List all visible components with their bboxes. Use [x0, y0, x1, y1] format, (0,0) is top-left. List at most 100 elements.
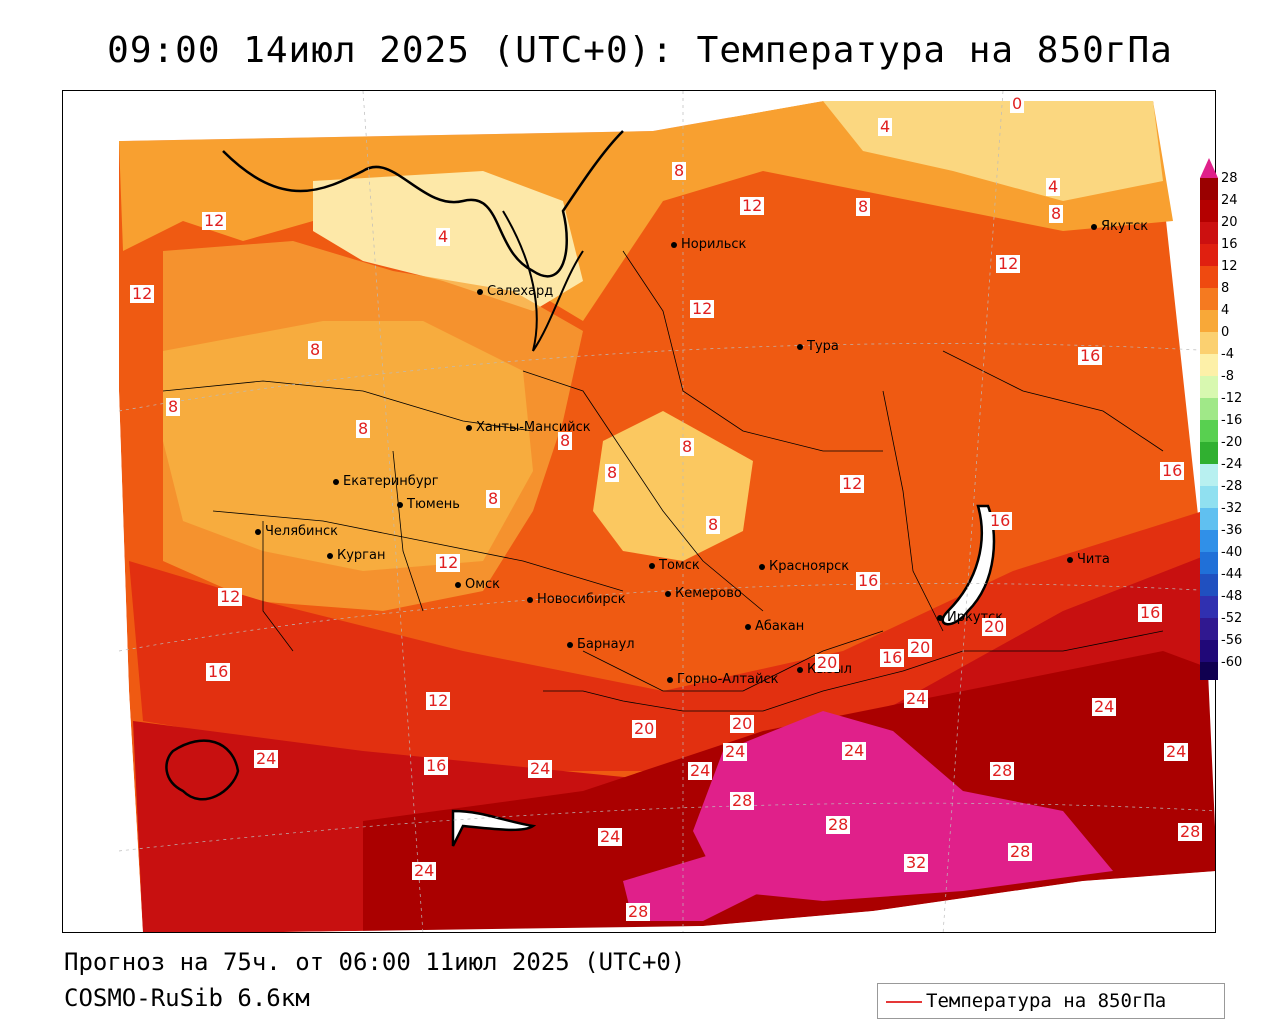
colorbar-swatch — [1200, 662, 1218, 680]
colorbar-tick-label: 16 — [1221, 237, 1238, 252]
isotherm-label: 24 — [688, 761, 713, 780]
city-label: Горно-Алтайск — [667, 672, 778, 687]
isotherm-label: 20 — [632, 719, 657, 738]
aral-sea — [165, 739, 240, 801]
isotherm-label: 8 — [558, 431, 573, 450]
colorbar-swatch — [1200, 530, 1218, 552]
isotherm-label: 8 — [1049, 204, 1064, 223]
legend: Температура на 850гПа — [877, 983, 1225, 1019]
isotherm-label: 8 — [308, 340, 323, 359]
isotherm-label: 32 — [904, 853, 929, 872]
city-label: Барнаул — [567, 637, 635, 652]
isotherm-label: 16 — [1138, 603, 1163, 622]
colorbar-swatch — [1200, 266, 1218, 288]
isotherm-label: 12 — [996, 254, 1021, 273]
isotherm-label: 16 — [1078, 346, 1103, 365]
isotherm-label: 12 — [436, 553, 461, 572]
colorbar-tick-label: 24 — [1221, 193, 1238, 208]
isotherm-label: 8 — [605, 463, 620, 482]
city-label: Якутск — [1091, 219, 1148, 234]
coastline-yamal — [502, 210, 584, 352]
isotherm-label: 8 — [356, 419, 371, 438]
colorbar-swatch — [1200, 442, 1218, 464]
isotherm-label: 8 — [680, 437, 695, 456]
colorbar-swatch — [1200, 486, 1218, 508]
outside-domain-left — [63, 91, 143, 932]
isotherm-label: 4 — [878, 117, 893, 136]
field-10 — [163, 241, 583, 611]
isotherm-label: 28 — [626, 902, 651, 921]
outside-domain-bottom — [283, 871, 1215, 932]
outside-domain-top — [119, 91, 1215, 141]
colorbar-tick-label: -28 — [1221, 479, 1243, 494]
forecast-info: Прогноз на 75ч. от 06:00 11июл 2025 (UTC… — [64, 948, 686, 976]
city-label: Ханты-Мансийск — [466, 420, 591, 435]
city-label: Челябинск — [255, 524, 338, 539]
isotherm-label: 24 — [723, 742, 748, 761]
city-label: Норильск — [671, 237, 746, 252]
colorbar-tick-label: 4 — [1221, 303, 1230, 318]
colorbar — [1200, 158, 1218, 680]
colorbar-tick-label: 8 — [1221, 281, 1230, 296]
isotherm-label: 16 — [856, 571, 881, 590]
isotherm-label: 16 — [988, 511, 1013, 530]
isotherm-label: 12 — [740, 196, 765, 215]
city-label: Салехард — [477, 284, 553, 299]
colorbar-swatch — [1200, 398, 1218, 420]
field-4-north — [823, 101, 1163, 201]
field-28b — [623, 851, 763, 921]
isotherm-label: 8 — [166, 397, 181, 416]
colorbar-swatch — [1200, 574, 1218, 596]
isotherm-label: 20 — [982, 617, 1007, 636]
colorbar-swatch — [1200, 464, 1218, 486]
colorbar-top-triangle — [1200, 158, 1218, 178]
city-label: Томск — [649, 558, 700, 573]
isotherm-label: 20 — [908, 638, 933, 657]
model-name: COSMO-RuSib 6.6км — [64, 984, 310, 1012]
coastline-kara — [222, 130, 624, 278]
isotherm-label: 24 — [528, 759, 553, 778]
page-title: 09:00 14июл 2025 (UTC+0): Температура на… — [107, 30, 1173, 71]
city-label: Красноярск — [759, 559, 849, 574]
city-label: Омск — [455, 577, 500, 592]
colorbar-tick-label: 20 — [1221, 215, 1238, 230]
isotherm-label: 24 — [254, 749, 279, 768]
city-label: Чита — [1067, 552, 1110, 567]
colorbar-tick-label: -20 — [1221, 435, 1243, 450]
isotherm-label: 4 — [436, 227, 451, 246]
isotherm-label: 16 — [880, 648, 905, 667]
admin-boundaries — [162, 250, 1164, 712]
colorbar-tick-label: -48 — [1221, 589, 1243, 604]
colorbar-swatch — [1200, 552, 1218, 574]
colorbar-swatch — [1200, 420, 1218, 442]
isotherm-label: 24 — [842, 741, 867, 760]
colorbar-tick-label: -36 — [1221, 523, 1243, 538]
colorbar-tick-label: 0 — [1221, 325, 1230, 340]
isotherm-label: 16 — [424, 756, 449, 775]
colorbar-tick-label: 12 — [1221, 259, 1238, 274]
city-label: Курган — [327, 548, 385, 563]
colorbar-tick-label: -40 — [1221, 545, 1243, 560]
isotherm-label: 20 — [730, 714, 755, 733]
isotherm-label: 8 — [706, 515, 721, 534]
city-label: Тюмень — [397, 497, 460, 512]
colorbar-tick-label: -32 — [1221, 501, 1243, 516]
colorbar-tick-label: -24 — [1221, 457, 1243, 472]
colorbar-tick-label: -8 — [1221, 369, 1234, 384]
isotherm-label: 24 — [1164, 742, 1189, 761]
colorbar-swatch — [1200, 222, 1218, 244]
colorbar-swatch — [1200, 354, 1218, 376]
isotherm-label: 28 — [1178, 822, 1203, 841]
isotherm-label: 4 — [1046, 177, 1061, 196]
isotherm-label: 16 — [1160, 461, 1185, 480]
city-label: Новосибирск — [527, 592, 626, 607]
isotherm-label: 12 — [130, 284, 155, 303]
isotherm-label: 24 — [598, 827, 623, 846]
colorbar-swatch — [1200, 178, 1218, 200]
colorbar-swatch — [1200, 640, 1218, 662]
isotherm-label: 12 — [426, 691, 451, 710]
isotherm-label: 12 — [690, 299, 715, 318]
city-label: Кемерово — [665, 586, 742, 601]
city-label: Екатеринбург — [333, 474, 439, 489]
lake-balkhash — [451, 809, 537, 847]
